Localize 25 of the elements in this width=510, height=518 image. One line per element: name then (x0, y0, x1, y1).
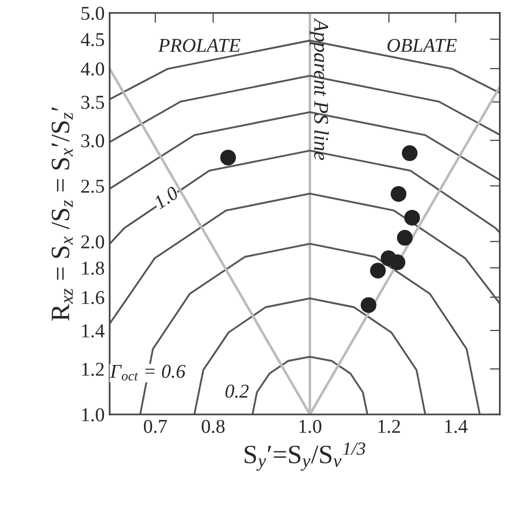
text: R$_{xz}$ = S$_{x}$ /S$_{z}$ = S$_{x}$′/S$_{z}$′ (52, 107, 73, 321)
y-tick-label: 2.0 (81, 235, 104, 249)
annotation: PROLATE (158, 38, 240, 52)
y-tick-label: 1.4 (82, 324, 104, 338)
x-tick-label: 1.2 (378, 420, 400, 434)
x-tick-label: 0.7 (144, 420, 167, 434)
y-tick-label: 1.8 (82, 262, 104, 275)
annotation: 1.0 (152, 186, 180, 210)
annotation: OBLATE (387, 38, 457, 52)
y-tick-label: 4.0 (80, 62, 104, 76)
x-axis-title: S$_{y}$′=S$_{y}$/S$_{v}$$^{1/3}$ (244, 442, 366, 471)
y-tick-label: 2.5 (81, 180, 104, 193)
x-tick-label: 0.8 (202, 420, 225, 434)
annotation: Γ$_{oct}$ = 0.6 (110, 364, 186, 381)
x-tick-label: 1.0 (299, 420, 322, 434)
y-tick-label: 3.0 (81, 134, 104, 148)
ref-line-label: Apparent PS line (310, 18, 329, 160)
y-tick-label: 5.0 (82, 6, 104, 20)
annotation: 0.2 (225, 384, 249, 398)
y-tick-label: 3.5 (81, 96, 104, 109)
y-tick-label: 1.6 (82, 291, 104, 304)
y-tick-label: 1.2 (82, 362, 104, 376)
y-tick-label: 4.5 (80, 33, 104, 46)
x-tick-label: 1.4 (445, 420, 468, 434)
y-tick-label: 1.0 (82, 408, 104, 422)
